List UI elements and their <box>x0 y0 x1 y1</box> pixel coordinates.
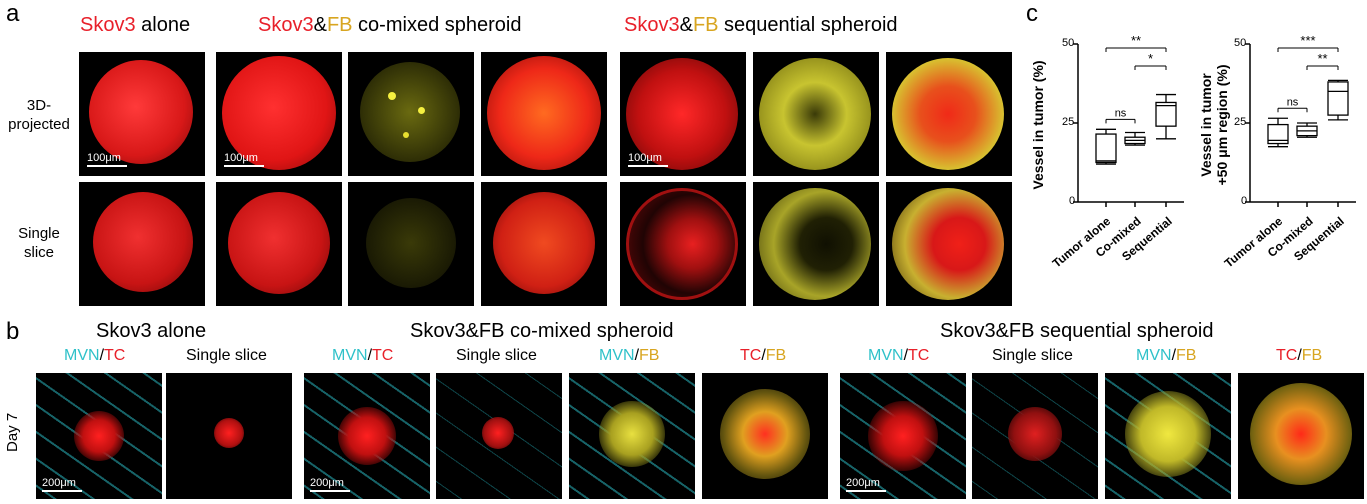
day-label: Day 7 <box>4 412 21 452</box>
image-comixed-yellow-3d <box>348 52 474 176</box>
sig-label: ** <box>1317 51 1327 66</box>
sub-tc-fb: TC/FB <box>1276 347 1323 364</box>
title-b-alone: Skov3 alone <box>96 320 207 342</box>
image-comixed-merge-slice <box>481 182 607 306</box>
chart2-ylabel-wrap: Vessel in tumor +50 μm region (%) <box>1198 30 1238 220</box>
title-comixed-suffix: co-mixed spheroid <box>352 14 522 36</box>
panel-a-letter: a <box>6 0 20 27</box>
sig-label: *** <box>1300 33 1315 48</box>
title-a-sequential: Skov3&FB sequential spheroid <box>624 14 898 37</box>
sub-mvn-fb: MVN/FB <box>1136 347 1197 364</box>
title-skov3: Skov3 <box>258 14 314 36</box>
title-b-sequential: Skov3&FB sequential spheroid <box>940 320 1214 342</box>
box-iqr <box>1095 133 1117 164</box>
image-sequential-yellow-3d <box>753 52 879 176</box>
sig-label: ** <box>1131 33 1141 48</box>
sub-single-slice: Single slice <box>186 347 267 364</box>
image-comixed-merge-3d <box>481 52 607 176</box>
title-fb: FB <box>692 14 719 36</box>
image-b-comixed-tc-fb <box>702 373 828 499</box>
title-b-comixed: Skov3&FB co-mixed spheroid <box>410 320 674 342</box>
row-label-line2: slice <box>23 244 54 261</box>
image-b-alone-slice <box>166 373 292 499</box>
title-skov3: Skov3 <box>624 14 680 36</box>
sub-mvn-fb: MVN/FB <box>599 347 660 364</box>
image-sequential-yellow-slice <box>753 182 879 306</box>
scale-bar: 200μm <box>846 477 886 492</box>
row-label-single-slice: Single slice <box>4 224 74 262</box>
scale-bar: 200μm <box>42 477 82 492</box>
image-b-comixed-mvn-fb <box>569 373 695 499</box>
scale-bar: 100μm <box>628 152 668 167</box>
title-amp: & <box>313 14 327 36</box>
row-label-line1: 3D- <box>26 97 52 114</box>
image-comixed-red-3d: 100μm <box>216 52 342 176</box>
title-alone-suffix: alone <box>135 14 191 36</box>
chart2-ylabel: Vessel in tumor +50 μm region (%) <box>1198 64 1230 186</box>
scale-bar: 200μm <box>310 477 350 492</box>
image-sequential-red-3d: 100μm <box>620 52 746 176</box>
image-skov3-alone-slice <box>79 182 205 306</box>
sub-mvn-tc: MVN/TC <box>64 347 126 364</box>
sig-label: ns <box>1287 96 1299 108</box>
sub-tc-fb: TC/FB <box>740 347 787 364</box>
image-b-sequential-slice <box>972 373 1098 499</box>
chart2-ytick-50: 50 <box>1234 37 1247 49</box>
title-a-comixed: Skov3&FB co-mixed spheroid <box>258 14 521 37</box>
image-skov3-alone-3d: 100μm <box>79 52 205 176</box>
image-b-sequential-tc-fb <box>1238 373 1364 499</box>
sig-label: ns <box>1115 107 1127 119</box>
title-fb: FB <box>326 14 353 36</box>
scale-bar: 100μm <box>87 152 127 167</box>
sub-single-slice: Single slice <box>992 347 1073 364</box>
chart1-plot: ** ns * <box>1073 33 1184 207</box>
image-b-sequential-mvn-fb <box>1105 373 1231 499</box>
chart2-ytick-0: 0 <box>1241 195 1248 207</box>
title-sequential-suffix: sequential spheroid <box>718 14 898 36</box>
image-comixed-yellow-slice <box>348 182 474 306</box>
image-b-alone-mvn-tc: 200μm <box>36 373 162 499</box>
sub-mvn-tc: MVN/TC <box>868 347 930 364</box>
title-a-alone: Skov3 alone <box>80 14 190 37</box>
box-iqr <box>1327 81 1349 116</box>
box-iqr <box>1267 123 1289 145</box>
chart2-plot: *** ns ** <box>1245 33 1356 207</box>
box-iqr <box>1155 101 1177 127</box>
row-label-line2: projected <box>8 116 70 133</box>
chart1-ytick-25: 25 <box>1062 116 1075 128</box>
scale-bar: 100μm <box>224 152 264 167</box>
sig-label: * <box>1148 51 1153 66</box>
image-b-comixed-mvn-tc: 200μm <box>304 373 430 499</box>
chart1-ytick-50: 50 <box>1062 37 1075 49</box>
chart1-ylabel: Vessel in tumor (%) <box>1030 60 1046 190</box>
chart2-ytick-25: 25 <box>1234 116 1247 128</box>
image-b-comixed-slice <box>436 373 562 499</box>
title-amp: & <box>679 14 693 36</box>
panel-c-letter: c <box>1026 0 1038 27</box>
image-b-sequential-mvn-tc: 200μm <box>840 373 966 499</box>
chart1-ytick-0: 0 <box>1069 195 1076 207</box>
chart1-ylabel-wrap: Vessel in tumor (%) <box>1030 30 1060 220</box>
row-label-3d-projected: 3D- projected <box>4 96 74 134</box>
title-skov3: Skov3 <box>80 14 136 36</box>
image-sequential-merge-slice <box>886 182 1012 306</box>
image-sequential-red-slice <box>620 182 746 306</box>
row-label-line1: Single <box>18 225 60 242</box>
panel-b-letter: b <box>6 318 20 345</box>
sub-mvn-tc: MVN/TC <box>332 347 394 364</box>
image-comixed-red-slice <box>216 182 342 306</box>
sub-single-slice: Single slice <box>456 347 537 364</box>
image-sequential-merge-3d <box>886 52 1012 176</box>
